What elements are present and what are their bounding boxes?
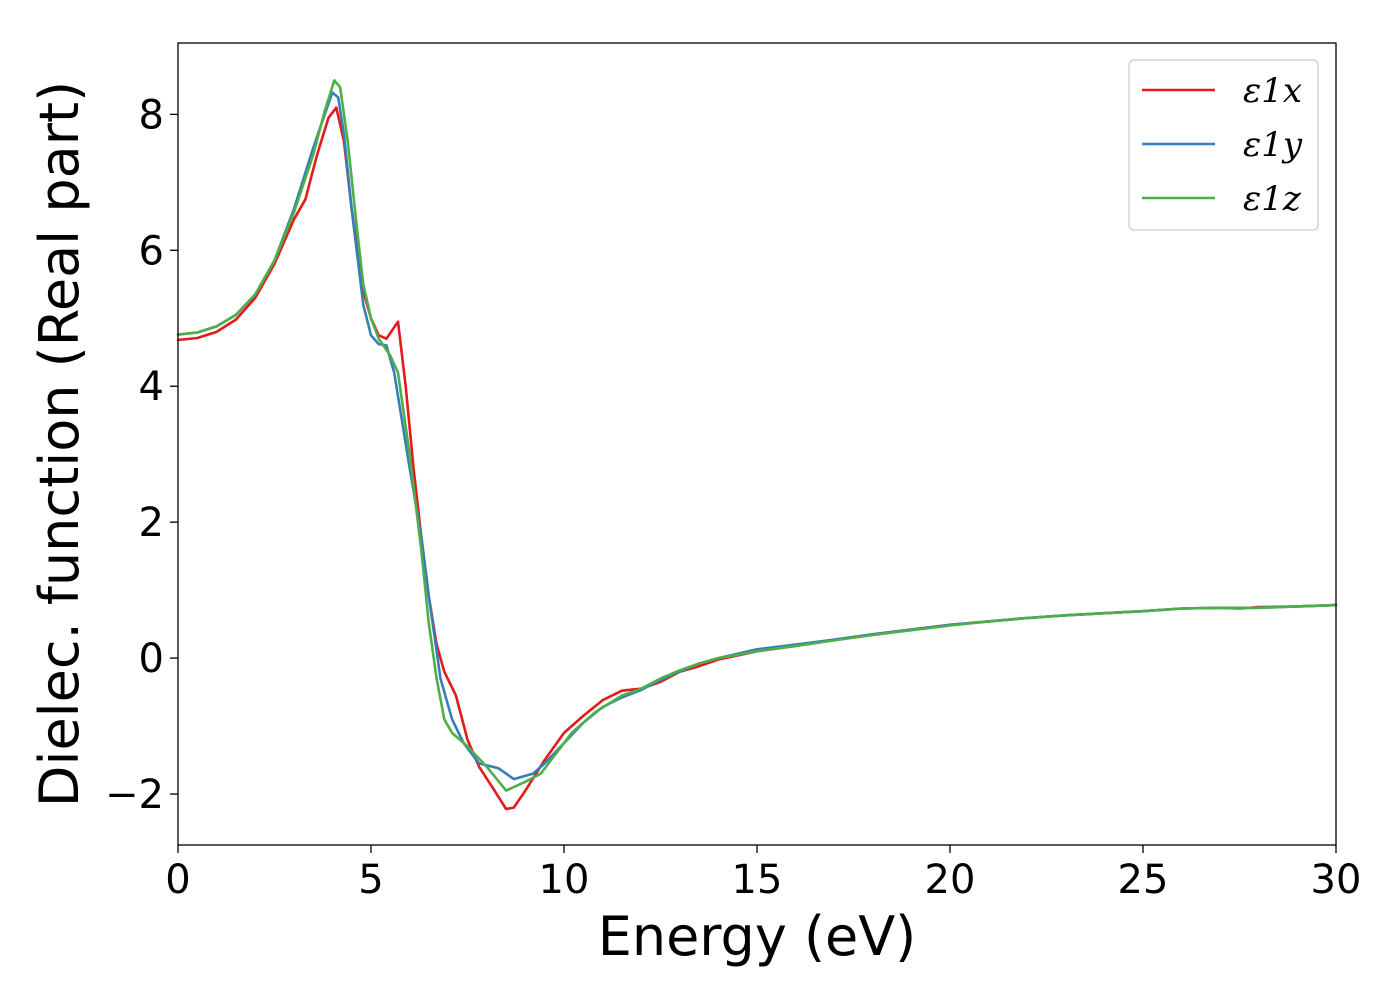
series-line-2: [176, 79, 1338, 792]
y-tick-label: 8: [139, 92, 164, 138]
legend-label-1: ε1y: [1243, 125, 1303, 165]
y-tick-label: 4: [139, 364, 164, 410]
legend-label-2: ε1z: [1243, 179, 1302, 219]
x-tick-label: 0: [165, 857, 190, 903]
y-tick-label: 6: [139, 228, 164, 274]
y-tick-label: 2: [139, 500, 164, 546]
x-tick-label: 15: [732, 857, 783, 903]
legend-label-0: ε1x: [1243, 71, 1302, 111]
x-tick-label: 25: [1118, 857, 1169, 903]
y-tick-label: −2: [105, 772, 164, 818]
x-tick-label: 20: [925, 857, 976, 903]
legend-box: [1128, 59, 1319, 231]
x-tick-label: 5: [358, 857, 383, 903]
y-tick-label: 0: [139, 636, 164, 682]
x-tick-label: 10: [539, 857, 590, 903]
series-layer: [176, 79, 1338, 811]
x-axis-title: Energy (eV): [598, 905, 917, 968]
legend: ε1x ε1y ε1z: [1128, 59, 1319, 231]
y-axis-title: Dielec. function (Real part): [28, 81, 91, 807]
x-tick-label: 30: [1311, 857, 1362, 903]
